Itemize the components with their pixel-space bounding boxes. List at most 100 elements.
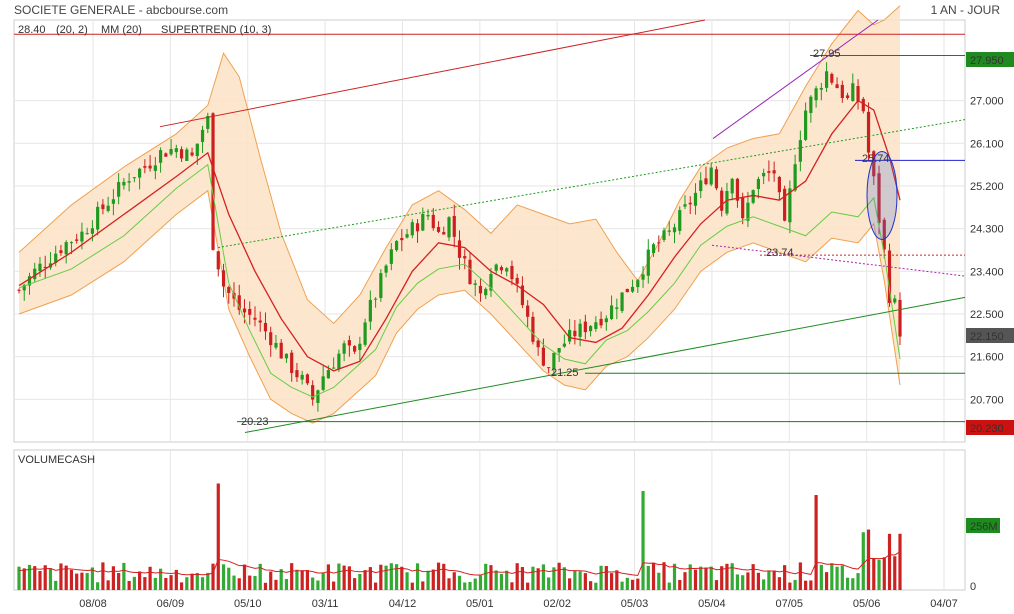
volume-bar bbox=[793, 579, 797, 590]
volume-bar bbox=[877, 559, 881, 590]
highlight-ellipse bbox=[866, 150, 898, 240]
candle-body bbox=[809, 96, 813, 113]
candle-body bbox=[861, 98, 865, 112]
candle-body bbox=[284, 353, 289, 359]
volume-bar bbox=[132, 576, 136, 590]
y-tick-label: 26.100 bbox=[970, 138, 1004, 150]
volume-bar bbox=[589, 581, 593, 590]
volume-bar bbox=[641, 491, 645, 590]
candle-body bbox=[777, 176, 781, 193]
candle-body bbox=[33, 268, 37, 280]
candle-body bbox=[693, 192, 698, 206]
legend-item-bollinger-value: 28.40 bbox=[18, 24, 46, 36]
bollinger-upper-line bbox=[18, 5, 901, 325]
volume-bar bbox=[562, 567, 566, 590]
y-tick-label: 24.300 bbox=[970, 224, 1004, 236]
volume-bar bbox=[725, 563, 729, 590]
candle-body bbox=[657, 242, 661, 244]
annotation-mid: 23.74 bbox=[766, 247, 794, 259]
volume-bar bbox=[405, 572, 409, 590]
volume-bar bbox=[646, 565, 650, 590]
volume-bar bbox=[824, 572, 829, 590]
volume-bar bbox=[300, 570, 304, 590]
candle-body bbox=[625, 288, 629, 293]
candle-body bbox=[536, 340, 540, 348]
volume-bar bbox=[494, 570, 498, 590]
volume-bar bbox=[164, 578, 168, 590]
volume-bar bbox=[531, 566, 535, 590]
volume-bar bbox=[237, 578, 241, 590]
annotation-low: 20.23 bbox=[241, 416, 269, 428]
candle-body bbox=[426, 215, 430, 217]
volume-bar bbox=[683, 572, 687, 590]
candle-body bbox=[342, 343, 346, 354]
candle-body bbox=[714, 169, 719, 189]
candle-body bbox=[720, 190, 724, 211]
volume-bar bbox=[421, 581, 425, 590]
candle-body bbox=[263, 322, 268, 332]
candle-body bbox=[326, 370, 330, 379]
volume-bar bbox=[604, 566, 608, 590]
volume-bar bbox=[200, 577, 205, 590]
volume-bar bbox=[59, 563, 63, 590]
volume-bar bbox=[489, 565, 493, 590]
volume-bar bbox=[620, 581, 624, 590]
volume-bar bbox=[667, 582, 671, 590]
volume-bar bbox=[185, 577, 189, 590]
candle-body bbox=[38, 263, 42, 272]
candle-body bbox=[17, 289, 21, 291]
volume-bar bbox=[242, 564, 247, 590]
volume-bar bbox=[819, 564, 823, 590]
volume-bar bbox=[777, 577, 781, 590]
candle-body bbox=[347, 340, 351, 346]
price-label-last: 22.150 bbox=[966, 328, 1014, 343]
volume-bar bbox=[316, 580, 320, 590]
x-tick-label: 05/01 bbox=[466, 598, 494, 610]
volume-bar bbox=[290, 563, 294, 590]
volume-bar bbox=[179, 582, 184, 590]
candle-body bbox=[756, 178, 761, 190]
candle-body bbox=[27, 276, 32, 286]
candle-body bbox=[242, 308, 247, 313]
volume-bar bbox=[48, 568, 53, 590]
candle-body bbox=[599, 318, 603, 326]
volume-bar bbox=[636, 578, 640, 590]
candle-body bbox=[200, 129, 205, 142]
candle-body bbox=[164, 153, 168, 157]
candle-body bbox=[767, 171, 771, 173]
x-tick-label: 05/06 bbox=[853, 598, 881, 610]
candle-body bbox=[824, 71, 829, 88]
candle-body bbox=[494, 264, 498, 271]
volume-bar bbox=[153, 577, 157, 590]
volume-bar bbox=[866, 529, 871, 590]
volume-bar bbox=[767, 570, 771, 590]
volume-bar bbox=[96, 582, 100, 590]
candle-body bbox=[473, 283, 477, 285]
volume-bar bbox=[326, 564, 330, 590]
volume-bar bbox=[75, 573, 79, 590]
volume-bar bbox=[321, 572, 325, 590]
candle-body bbox=[531, 316, 535, 342]
candle-body bbox=[788, 188, 792, 223]
volume-bar bbox=[27, 564, 32, 590]
candle-body bbox=[704, 178, 708, 185]
candle-body bbox=[620, 292, 624, 311]
volume-bar bbox=[400, 566, 404, 590]
candle-body bbox=[804, 110, 808, 140]
candle-body bbox=[746, 202, 750, 221]
candle-body bbox=[678, 210, 682, 231]
candle-body bbox=[851, 83, 855, 101]
price-label-high: 27.950 bbox=[966, 52, 1014, 67]
volume-bar bbox=[835, 566, 839, 590]
volume-bar bbox=[332, 581, 336, 590]
bollinger-band-area bbox=[19, 5, 900, 424]
candle-body bbox=[845, 95, 850, 98]
candle-body bbox=[248, 308, 252, 315]
volume-bar bbox=[342, 565, 346, 590]
candle-body bbox=[510, 265, 514, 280]
volume-title: VOLUMECASH bbox=[18, 454, 95, 466]
volume-bar bbox=[704, 567, 708, 590]
candle-body bbox=[394, 241, 399, 251]
candle-body bbox=[274, 342, 278, 348]
